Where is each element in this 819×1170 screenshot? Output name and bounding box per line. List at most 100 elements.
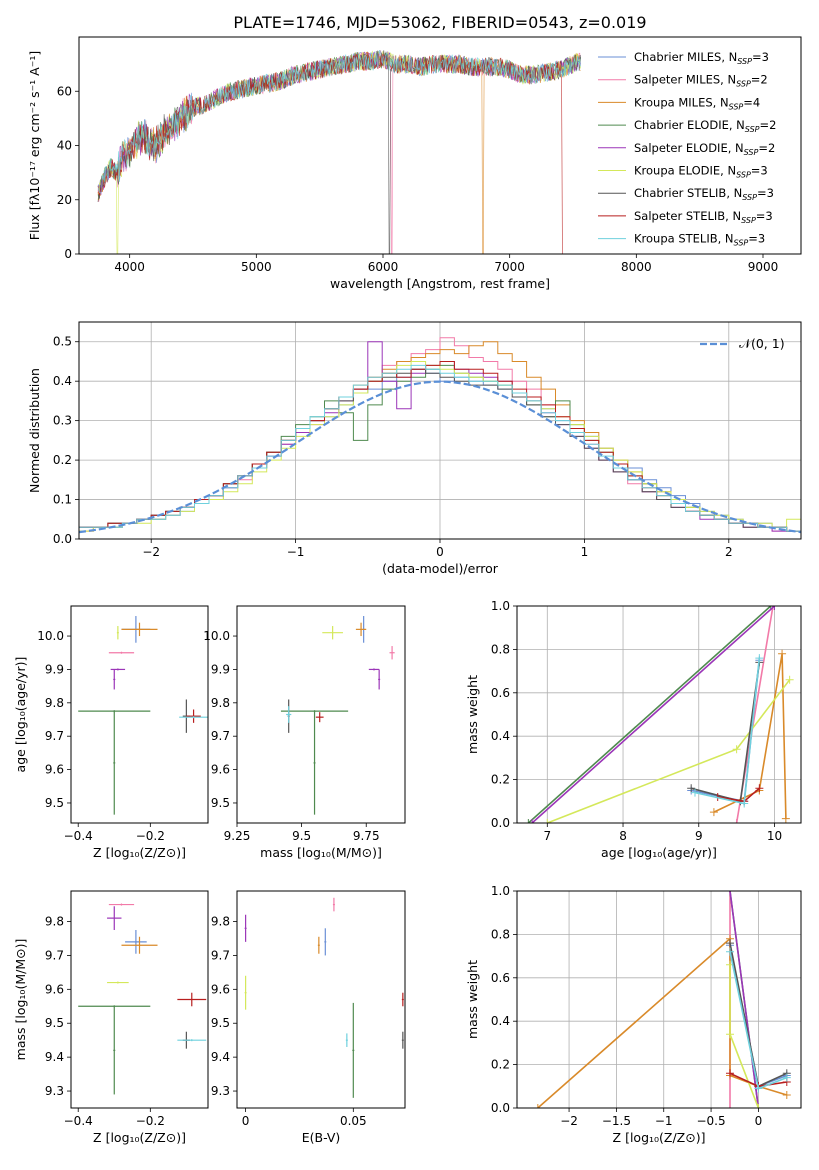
x-axis-label: Z [log₁₀(Z/Z⊙)] [93, 845, 186, 860]
y-tick-label: 20 [57, 193, 72, 207]
x-tick-label: 6000 [368, 260, 399, 274]
legend-label: Kroupa ELODIE, NSSP=3 [634, 164, 768, 180]
y-tick-label: 0.8 [491, 642, 510, 656]
x-tick-label: 5000 [241, 260, 272, 274]
weight-marker [778, 649, 787, 658]
weight-marker [785, 675, 794, 684]
plot-frame [78, 36, 802, 255]
errorbar-points [280, 616, 395, 815]
x-tick-label: 9.25 [224, 829, 251, 843]
histogram-steps [79, 337, 801, 534]
weight-salpeter-elodie [531, 606, 776, 823]
legend: Chabrier MILES, NSSP=3 Salpeter MILES, NS… [598, 50, 776, 248]
y-tick-label: 9.8 [45, 915, 64, 929]
y-tick-label: 0.2 [491, 1058, 510, 1072]
weight-vs-metallicity-panel: −2 −1.5 −1 −0.5 0 0.0 0.2 0.4 0.6 0.8 1.0 Z [log₁₀(… [465, 884, 802, 1145]
x-tick-label: 2 [725, 545, 733, 559]
y-tick-label: 1.0 [491, 884, 510, 898]
weight-marker [754, 1104, 763, 1108]
weight-marker [782, 1073, 791, 1082]
x-axis-label: age [log₁₀(age/yr)] [601, 845, 717, 860]
y-tick-label: 10.0 [203, 629, 230, 643]
y-axis-label: mass weight [465, 675, 480, 754]
y-tick-label: 9.8 [45, 696, 64, 710]
plot-frame [236, 890, 406, 1109]
weight-marker [726, 947, 734, 956]
legend-label: Salpeter MILES, NSSP=2 [634, 73, 768, 89]
gaussian-curve [79, 380, 801, 534]
x-tick-label: 9000 [748, 260, 779, 274]
y-tick-label: 0.8 [491, 927, 510, 941]
x-tick-label: −0.4 [64, 1114, 93, 1128]
legend-label: Chabrier STELIB, NSSP=3 [634, 186, 774, 202]
weight-marker [533, 1104, 542, 1108]
weight-marker [754, 1084, 763, 1093]
spectrum-kroupa-stelib [97, 49, 581, 194]
y-tick-label: 9.9 [45, 662, 64, 676]
weight-marker [690, 788, 699, 797]
figure-title: PLATE=1746, MJD=53062, FIBERID=0543, z=0… [233, 13, 646, 32]
y-tick-label: 9.6 [45, 982, 64, 996]
legend-label: Chabrier ELODIE, NSSP=2 [634, 118, 776, 134]
y-tick-label: 9.6 [45, 763, 64, 777]
legend-label: Kroupa MILES, NSSP=4 [634, 95, 760, 111]
x-axis-label: mass [log₁₀(M/M⊙)] [260, 845, 382, 860]
x-tick-label: 7000 [494, 260, 525, 274]
y-tick-label: 9.4 [211, 1050, 230, 1064]
weight-salpeter-elodie [729, 891, 760, 1108]
y-tick-label: 0.0 [491, 816, 510, 830]
x-tick-label: −0.4 [64, 829, 93, 843]
x-tick-label: −1.5 [602, 1114, 631, 1128]
residual-histogram-panel: −2 −1 0 1 2 0.0 0.1 0.2 0.3 0.4 0.5 (data-model)/er… [27, 321, 802, 576]
x-tick-label: −2 [560, 1114, 578, 1128]
plot-background [71, 606, 208, 823]
mass-vs-metallicity-panel: −0.4 −0.2 9.3 9.4 9.5 9.6 9.7 9.8 Z [log₁₀(Z/Z⊙)… [13, 890, 209, 1145]
weight-marker [726, 1030, 734, 1039]
y-tick-label: 0.1 [53, 493, 72, 507]
x-tick-label: −0.2 [136, 829, 165, 843]
weight-lines [533, 891, 791, 1108]
weight-marker [768, 606, 777, 610]
x-tick-label: 7 [543, 829, 551, 843]
y-tick-label: 9.8 [211, 915, 230, 929]
plot-frame [70, 605, 209, 824]
y-tick-label: 9.3 [45, 1084, 64, 1098]
weight-marker [740, 799, 749, 808]
weight-chabrier-elodie [527, 606, 772, 823]
x-tick-label: −1 [655, 1114, 673, 1128]
x-tick-label: 0 [436, 545, 444, 559]
x-tick-label: 1 [581, 545, 589, 559]
legend-label: Kroupa STELIB, NSSP=3 [634, 232, 765, 248]
y-tick-label: 0.0 [491, 1101, 510, 1115]
weight-vs-age-panel: 7 8 9 10 0.0 0.2 0.4 0.6 0.8 1.0 age [log₁₀(age/yr… [465, 599, 802, 860]
y-tick-label: 0.4 [491, 1014, 510, 1028]
weight-marker [781, 814, 790, 823]
y-tick-label: 0.3 [53, 414, 72, 428]
weight-marker [755, 784, 764, 793]
weight-marker [726, 1069, 734, 1078]
x-tick-label: 4000 [114, 260, 145, 274]
legend-label: Salpeter STELIB, NSSP=3 [634, 209, 773, 225]
errorbar-points [78, 616, 208, 815]
y-tick-label: 9.3 [211, 1084, 230, 1098]
y-tick-label: 10.0 [37, 629, 64, 643]
y-tick-label: 0.2 [53, 453, 72, 467]
x-tick-label: 8000 [621, 260, 652, 274]
plot-background [237, 891, 405, 1108]
weight-marker [770, 606, 779, 610]
y-tick-label: 9.7 [45, 729, 64, 743]
y-tick-label: 0.6 [491, 686, 510, 700]
plot-frame [236, 605, 406, 824]
weight-lines [524, 606, 794, 823]
y-tick-label: 9.5 [45, 1016, 64, 1030]
y-tick-label: 1.0 [491, 599, 510, 613]
spectrum-chabrier-stelib [97, 50, 581, 254]
plot-background [237, 606, 405, 823]
weight-marker [709, 808, 718, 817]
spectrum-lines [97, 49, 581, 254]
age-vs-metallicity-panel: −0.4 −0.2 9.5 9.6 9.7 9.8 9.9 10.0 Z [log₁₀(Z/Z⊙… [13, 605, 209, 860]
x-tick-label: 10 [767, 829, 782, 843]
y-tick-label: 9.5 [211, 796, 230, 810]
x-tick-label: −0.5 [696, 1114, 725, 1128]
